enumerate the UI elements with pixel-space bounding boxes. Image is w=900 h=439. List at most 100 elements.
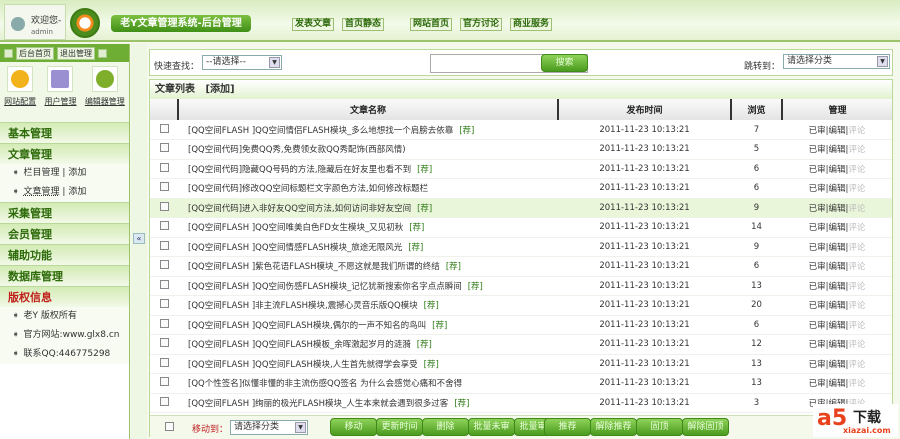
article-title-link[interactable]: [QQ个性签名]似懂非懂的非主流伤感QQ签名 为什么会感觉心痛和不舍得 bbox=[188, 379, 463, 390]
section-aux[interactable]: 辅助功能 bbox=[0, 244, 129, 265]
search-button[interactable]: 搜索 bbox=[541, 54, 588, 72]
article-title-link[interactable]: [QQ空间FLASH ]QQ空间FLASH模块,偶尔的一声不知名的鸟叫 bbox=[188, 320, 427, 331]
site-config-tool[interactable]: 网站配置 bbox=[4, 66, 36, 122]
move-button[interactable]: 移动 bbox=[330, 418, 377, 436]
comment-link[interactable]: 评论 bbox=[848, 145, 866, 156]
edit-link[interactable]: 编辑 bbox=[828, 223, 846, 234]
approved-link[interactable]: 已审 bbox=[808, 145, 826, 156]
row-checkbox[interactable] bbox=[159, 279, 169, 289]
row-checkbox[interactable] bbox=[159, 143, 169, 153]
row-checkbox[interactable] bbox=[159, 357, 169, 367]
comment-link[interactable]: 评论 bbox=[848, 223, 866, 234]
section-collect[interactable]: 采集管理 bbox=[0, 202, 129, 223]
comment-link[interactable]: 评论 bbox=[848, 281, 866, 292]
batch-unapprove-button[interactable]: 批量未审 bbox=[468, 418, 515, 436]
article-title-link[interactable]: [QQ空间FLASH ]QQ空间FLASH模板_余晖激起岁月的涟漪 bbox=[188, 340, 411, 351]
row-checkbox[interactable] bbox=[159, 377, 169, 387]
collapse-icon[interactable]: « bbox=[133, 233, 145, 244]
row-checkbox[interactable] bbox=[159, 221, 169, 231]
section-articles[interactable]: 文章管理 bbox=[0, 143, 129, 164]
select-all-checkbox[interactable] bbox=[165, 422, 174, 431]
add-column-link[interactable]: 添加 bbox=[68, 168, 87, 178]
row-checkbox[interactable] bbox=[159, 162, 169, 172]
article-title-link[interactable]: [QQ空间FLASH ]QQ空间唯美白色FD女生模块_又见初秋 bbox=[188, 223, 404, 234]
approved-link[interactable]: 已审 bbox=[808, 301, 826, 312]
article-title-link[interactable]: [QQ空间FLASH ]非主流FLASH模块,震撼心灵音乐版QQ模块 bbox=[188, 301, 418, 312]
columns-link[interactable]: 栏目管理 bbox=[23, 168, 60, 178]
editor-manage-tool[interactable]: 编辑器管理 bbox=[85, 66, 125, 122]
edit-link[interactable]: 编辑 bbox=[828, 301, 846, 312]
approved-link[interactable]: 已审 bbox=[808, 379, 826, 390]
comment-link[interactable]: 评论 bbox=[848, 184, 866, 195]
edit-link[interactable]: 编辑 bbox=[828, 399, 845, 409]
unpin-button[interactable]: 解除固顶 bbox=[682, 418, 729, 436]
section-copyright[interactable]: 版权信息 bbox=[0, 286, 129, 307]
add-article-link[interactable]: 添加 bbox=[68, 187, 87, 197]
article-title-link[interactable]: [QQ空间FLASH ]QQ空间情侣FLASH模块_多么地想找一个肩膀去依靠 bbox=[188, 125, 454, 136]
jump-select[interactable]: 请选择分类 ▼ bbox=[783, 54, 890, 69]
article-title-link[interactable]: [QQ空间FLASH ]QQ空间FLASH模块,人生首先就得学会享受 bbox=[188, 359, 418, 370]
row-checkbox[interactable] bbox=[159, 260, 169, 270]
edit-link[interactable]: 编辑 bbox=[828, 145, 846, 156]
unrecommend-button[interactable]: 解除推荐 bbox=[590, 418, 637, 436]
edit-link[interactable]: 编辑 bbox=[828, 203, 846, 214]
row-checkbox[interactable] bbox=[159, 299, 169, 309]
comment-link[interactable]: 评论 bbox=[848, 399, 865, 409]
articles-link[interactable]: 文章管理 bbox=[23, 187, 60, 197]
add-article-button[interactable]: [添加] bbox=[205, 84, 235, 95]
nav-business[interactable]: 商业服务 bbox=[510, 18, 553, 31]
delete-button[interactable]: 删除 bbox=[422, 418, 469, 436]
article-title-link[interactable]: [QQ空间代码]修改QQ空间标题栏文字颜色方法,如何修改标题栏 bbox=[188, 184, 429, 195]
article-title-link[interactable]: [QQ空间FLASH ]紫色花语FLASH模块_不愿这就是我们所谓的终结 bbox=[188, 262, 440, 273]
comment-link[interactable]: 评论 bbox=[848, 340, 866, 351]
article-title-link[interactable]: [QQ空间FLASH ]QQ空间伤感FLASH模块_记忆犹新搜索你名字点点瞬间 bbox=[188, 281, 462, 292]
collapse-bar[interactable]: « bbox=[131, 44, 147, 439]
move-select[interactable]: 请选择分类 ▼ bbox=[230, 420, 308, 435]
nav-static[interactable]: 首页静态 bbox=[342, 18, 385, 31]
col-title[interactable]: 文章名称 bbox=[177, 99, 558, 120]
row-checkbox[interactable] bbox=[159, 201, 169, 211]
section-members[interactable]: 会员管理 bbox=[0, 223, 129, 244]
nav-publish[interactable]: 发表文章 bbox=[292, 18, 335, 31]
approved-link[interactable]: 已审 bbox=[808, 223, 826, 234]
edit-link[interactable]: 编辑 bbox=[828, 281, 846, 292]
comment-link[interactable]: 评论 bbox=[848, 242, 866, 253]
article-title-link[interactable]: [QQ空间FLASH ]QQ空间情感FLASH模块_旅途无限风光 bbox=[188, 242, 403, 253]
nav-forum[interactable]: 官方讨论 bbox=[460, 18, 503, 31]
edit-link[interactable]: 编辑 bbox=[828, 242, 846, 253]
approved-link[interactable]: 已审 bbox=[808, 203, 826, 214]
col-time[interactable]: 发布时间 bbox=[557, 99, 731, 120]
comment-link[interactable]: 评论 bbox=[848, 203, 866, 214]
section-basic[interactable]: 基本管理 bbox=[0, 122, 129, 143]
row-checkbox[interactable] bbox=[159, 338, 169, 348]
approved-link[interactable]: 已审 bbox=[808, 359, 826, 370]
edit-link[interactable]: 编辑 bbox=[828, 379, 846, 390]
approved-link[interactable]: 已审 bbox=[808, 242, 826, 253]
approved-link[interactable]: 已审 bbox=[809, 399, 826, 409]
comment-link[interactable]: 评论 bbox=[848, 262, 866, 273]
comment-link[interactable]: 评论 bbox=[848, 379, 866, 390]
row-checkbox[interactable] bbox=[159, 396, 169, 406]
down-arrow-icon[interactable] bbox=[98, 48, 107, 58]
comment-link[interactable]: 评论 bbox=[848, 301, 866, 312]
edit-link[interactable]: 编辑 bbox=[828, 164, 846, 175]
admin-home-button[interactable]: 后台首页 bbox=[16, 46, 54, 60]
row-checkbox[interactable] bbox=[159, 240, 169, 250]
article-title-link[interactable]: [QQ空间FLASH ]绚丽的极光FLASH模块_人生本来就会遇到很多过客 bbox=[188, 398, 449, 409]
recommend-button[interactable]: 推荐 bbox=[544, 418, 591, 436]
approved-link[interactable]: 已审 bbox=[808, 262, 826, 273]
edit-link[interactable]: 编辑 bbox=[828, 359, 846, 370]
pin-button[interactable]: 固顶 bbox=[636, 418, 683, 436]
col-views[interactable]: 浏览 bbox=[730, 99, 782, 120]
edit-link[interactable]: 编辑 bbox=[828, 184, 846, 195]
edit-link[interactable]: 编辑 bbox=[828, 320, 846, 331]
update-time-button[interactable]: 更新时间 bbox=[376, 418, 423, 436]
nav-site-home[interactable]: 网站首页 bbox=[410, 18, 453, 31]
edit-link[interactable]: 编辑 bbox=[828, 262, 846, 273]
article-title-link[interactable]: [QQ空间代码]进入非好友QQ空间方法,如何访问非好友空间 bbox=[188, 203, 412, 214]
edit-link[interactable]: 编辑 bbox=[828, 340, 846, 351]
user-manage-tool[interactable]: 用户管理 bbox=[44, 66, 76, 122]
quick-find-select[interactable]: --请选择-- ▼ bbox=[202, 55, 282, 70]
logout-button[interactable]: 退出管理 bbox=[57, 46, 95, 60]
approved-link[interactable]: 已审 bbox=[808, 320, 826, 331]
